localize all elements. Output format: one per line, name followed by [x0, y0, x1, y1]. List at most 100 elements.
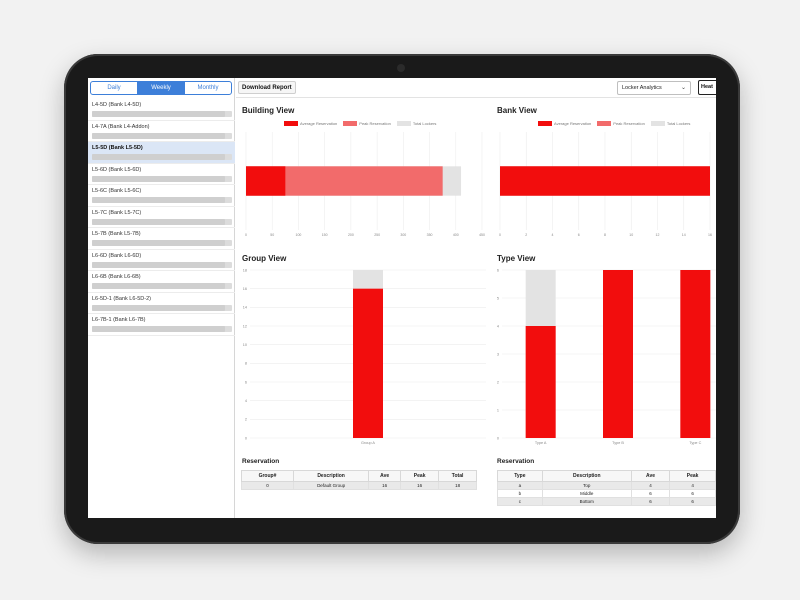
table-header-row: Type Description Ave Peak	[497, 470, 716, 482]
usage-bar	[92, 111, 232, 117]
legend-peak: Peak Reservation	[597, 121, 645, 127]
category-label: Type C	[689, 441, 701, 445]
table-cell: 16	[400, 481, 440, 490]
app-screen: Daily Weekly Monthly L4-5D (Bank L4-5D) L…	[88, 78, 716, 518]
sidebar-item[interactable]: L4-7A (Bank L4-Addon)	[88, 121, 235, 142]
x-tick-label: 0	[499, 233, 501, 237]
bar-average-reservation	[525, 326, 556, 438]
usage-bar-fill	[92, 240, 225, 246]
tab-monthly[interactable]: Monthly	[184, 82, 231, 94]
column-header: Description	[292, 470, 370, 482]
table-row[interactable]: 0 Default Group 16 16 18	[241, 481, 477, 490]
building-view-title: Building View	[242, 106, 295, 115]
sidebar-item[interactable]: L5-7C (Bank L5-7C)	[88, 207, 235, 228]
usage-bar	[92, 261, 232, 268]
table-row[interactable]: a Top 4 4	[497, 481, 716, 490]
sidebar-item-label: L5-5D (Bank L5-5D)	[92, 145, 143, 151]
type-reservation-table: Type Description Ave Peak a Top 4 4 b Middle 6 6 c Bo…	[497, 470, 716, 506]
analytics-select-value: Locker Analytics	[622, 85, 662, 91]
column-header: Group#	[241, 470, 294, 482]
y-tick-label: 2	[245, 418, 247, 422]
group-view-title: Group View	[242, 254, 287, 263]
y-tick-label: 16	[243, 287, 247, 291]
x-tick-label: 300	[400, 233, 406, 237]
legend-avg: Average Reservation	[284, 121, 337, 127]
x-tick-label: 10	[629, 233, 633, 237]
bar-average-reservation	[680, 270, 711, 438]
table-cell: Top	[541, 481, 632, 490]
building-view-legend: Average Reservation Peak Reservation Tot…	[284, 121, 436, 127]
y-tick-label: 6	[497, 268, 499, 272]
analytics-select[interactable]: Locker Analytics ⌄	[617, 81, 691, 95]
tab-weekly[interactable]: Weekly	[137, 82, 184, 94]
x-tick-label: 8	[604, 233, 606, 237]
group-reservation-table: Group# Description Ave Peak Total 0 Default Gr…	[241, 470, 477, 490]
bar-average-reservation	[246, 166, 286, 196]
x-tick-label: 400	[453, 233, 459, 237]
usage-bar-fill	[92, 218, 225, 225]
y-tick-label: 3	[497, 352, 499, 356]
sidebar-item-label: L5-7C (Bank L5-7C)	[92, 209, 142, 216]
sidebar-item[interactable]: L6-5D-1 (Bank L6-5D-2)	[88, 293, 235, 314]
column-header: Total	[438, 470, 477, 482]
table-row[interactable]: b Middle 6 6	[497, 489, 716, 498]
bank-view-legend: Average Reservation Peak Reservation Tot…	[538, 121, 690, 127]
bar-average-reservation	[500, 166, 710, 196]
sidebar-item[interactable]: L5-7B (Bank L5-7B)	[88, 228, 235, 250]
table-cell: b	[497, 489, 543, 498]
table-cell: 4	[669, 481, 716, 490]
table-cell: a	[497, 481, 543, 490]
table-cell: 16	[368, 481, 402, 490]
sidebar-item[interactable]: L6-6B (Bank L6-6B)	[88, 271, 235, 293]
y-tick-label: 1	[497, 408, 499, 412]
legend-peak: Peak Reservation	[343, 121, 391, 127]
x-tick-label: 4	[552, 233, 554, 237]
sidebar-item-label: L6-5D-1 (Bank L6-5D-2)	[92, 295, 151, 302]
sidebar-item[interactable]: L5-5D (Bank L5-5D)	[88, 142, 235, 164]
sidebar-item[interactable]: L6-7B-1 (Bank L6-7B)	[88, 314, 235, 336]
sidebar-item[interactable]: L4-5D (Bank L4-5D)	[88, 99, 235, 121]
column-header: Type	[497, 470, 543, 482]
type-view-title: Type View	[497, 254, 536, 263]
bar-average-reservation	[603, 270, 633, 438]
y-tick-label: 4	[245, 399, 247, 403]
tab-daily[interactable]: Daily	[107, 85, 121, 91]
legend-total: Total Lockers	[396, 121, 436, 127]
usage-bar-fill	[92, 197, 225, 203]
usage-bar-fill	[92, 175, 225, 182]
period-segmented-control: Daily Weekly Monthly	[90, 81, 232, 95]
y-tick-label: 5	[497, 296, 499, 300]
x-tick-label: 250	[374, 233, 380, 237]
y-tick-label: 4	[497, 324, 499, 328]
x-tick-label: 0	[245, 233, 247, 237]
download-report-button[interactable]: Download Report	[238, 81, 296, 94]
usage-bar	[92, 283, 232, 289]
usage-bar-fill	[92, 261, 225, 268]
sidebar-item[interactable]: L5-6D (Bank L5-6D)	[88, 164, 235, 185]
usage-bar-fill	[92, 283, 225, 289]
y-tick-label: 0	[497, 436, 499, 440]
usage-bar-fill	[92, 304, 225, 311]
y-tick-label: 2	[497, 380, 499, 384]
sidebar-item[interactable]: L5-6C (Bank L5-6C)	[88, 185, 235, 207]
x-tick-label: 350	[427, 233, 433, 237]
column-header: Ave	[630, 470, 671, 482]
table-cell: Middle	[541, 489, 632, 498]
sidebar-item-label: L6-6B (Bank L6-6B)	[92, 274, 141, 280]
table-cell: 18	[438, 481, 477, 490]
table-header-row: Group# Description Ave Peak Total	[241, 470, 477, 482]
x-tick-label: 200	[348, 233, 354, 237]
usage-bar	[92, 218, 232, 225]
camera-icon	[397, 64, 405, 72]
building-view-chart: 0 50 100 150 200 250 300 350 400 450	[245, 132, 485, 237]
table-row[interactable]: c Bottom 6 6	[497, 497, 716, 506]
chevron-down-icon: ⌄	[680, 85, 686, 91]
type-table-title: Reservation	[497, 458, 535, 465]
heat-map-button[interactable]: Heat	[698, 80, 716, 95]
usage-bar	[92, 304, 232, 311]
sidebar: Daily Weekly Monthly L4-5D (Bank L4-5D) L…	[88, 78, 235, 518]
sidebar-item[interactable]: L6-6D (Bank L6-6D)	[88, 250, 235, 271]
x-tick-label: 100	[296, 233, 302, 237]
table-cell: 0	[241, 481, 294, 490]
sidebar-item-label: L5-6D (Bank L5-6D)	[92, 166, 142, 173]
